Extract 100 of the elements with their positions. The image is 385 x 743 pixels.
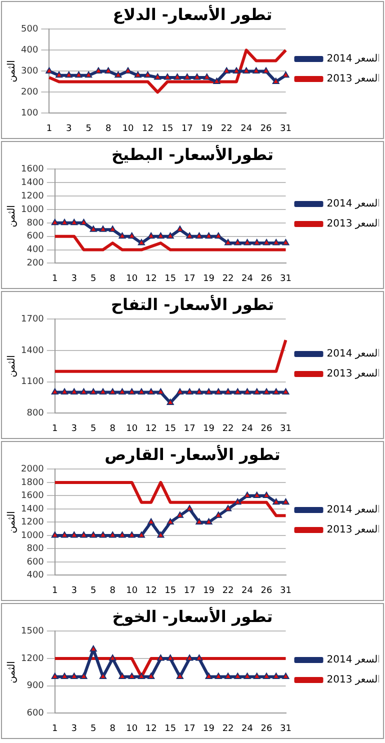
y-axis-title: الثمن — [6, 661, 18, 684]
point — [184, 74, 191, 80]
point — [224, 239, 232, 246]
point — [99, 672, 107, 680]
chart-title: تطور الأسعار- الدلاع — [112, 4, 272, 24]
x-tick-label: 22 — [222, 274, 234, 284]
point — [196, 518, 203, 524]
point — [56, 71, 63, 78]
x-tick-label: 1 — [46, 124, 52, 134]
x-tick-label: 3 — [66, 124, 72, 134]
x-tick-label: 26 — [260, 274, 273, 284]
x-tick-label: 5 — [86, 124, 92, 134]
x-tick-label: 22 — [222, 586, 234, 596]
y-tick-label: 1400 — [21, 346, 44, 356]
point — [90, 531, 97, 538]
y-tick-label: 200 — [26, 258, 44, 269]
x-tick-label: 8 — [110, 586, 116, 596]
y-tick-label: 100 — [20, 108, 38, 119]
point — [252, 67, 260, 74]
x-tick-label: 15 — [164, 586, 176, 596]
point — [253, 672, 260, 680]
point — [282, 71, 290, 78]
x-tick-label: 22 — [222, 724, 234, 734]
point — [272, 672, 280, 680]
y-axis-title: الثمن — [6, 205, 18, 228]
point — [166, 518, 174, 524]
point — [232, 67, 240, 74]
point — [234, 672, 242, 680]
y-tick-label: 400 — [26, 245, 44, 256]
x-tick-label: 31 — [280, 424, 292, 434]
point — [128, 672, 136, 680]
point — [203, 74, 210, 80]
point — [134, 71, 142, 78]
x-tick-label: 31 — [280, 274, 292, 284]
point — [242, 67, 250, 74]
x-tick-label: 24 — [242, 586, 254, 596]
x-tick-label: 26 — [260, 124, 272, 134]
x-tick-label: 1 — [52, 724, 58, 734]
y-axis-title: الثمن — [6, 60, 18, 82]
x-tick-label: 1 — [52, 274, 58, 284]
y-tick-label: 2000 — [21, 464, 44, 475]
point — [60, 672, 68, 680]
point — [253, 492, 260, 498]
point — [118, 531, 126, 538]
point — [99, 226, 107, 232]
point — [60, 218, 68, 226]
x-tick-label: 8 — [110, 274, 116, 284]
x-tick-label: 15 — [164, 724, 176, 734]
y-tick-label: 1100 — [21, 377, 44, 388]
point — [148, 518, 155, 524]
x-tick-label: 17 — [181, 124, 193, 134]
point — [154, 74, 162, 80]
point — [176, 512, 184, 518]
x-tick-label: 10 — [126, 424, 138, 434]
y-tick-label: 1600 — [21, 491, 44, 502]
x-tick-label: 8 — [110, 424, 116, 434]
y-tick-label: 1000 — [21, 530, 44, 541]
point — [104, 67, 112, 74]
point — [99, 531, 107, 538]
x-tick-label: 12 — [142, 124, 154, 134]
y-tick-label: 600 — [26, 708, 44, 719]
x-tick-label: 22 — [222, 424, 234, 434]
x-tick-label: 8 — [110, 724, 116, 734]
point — [196, 232, 203, 239]
point — [244, 492, 251, 498]
point — [214, 232, 222, 239]
x-tick-label: 31 — [280, 124, 292, 134]
point — [148, 672, 155, 680]
point — [80, 672, 88, 680]
x-tick-label: 12 — [145, 586, 157, 596]
point — [164, 74, 171, 80]
x-tick-label: 15 — [162, 124, 174, 134]
chart-title: تطورالأسعار- البطيخ — [111, 144, 274, 164]
x-tick-label: 24 — [240, 124, 252, 134]
point — [272, 239, 280, 246]
point — [109, 654, 116, 661]
point — [128, 232, 136, 239]
point — [186, 654, 194, 661]
x-tick-label: 24 — [242, 424, 254, 434]
x-tick-label: 5 — [90, 586, 96, 596]
x-tick-label: 1 — [52, 424, 58, 434]
x-tick-label: 3 — [71, 274, 78, 284]
x-tick-label: 15 — [164, 424, 176, 434]
point — [223, 67, 230, 74]
x-tick-label: 8 — [105, 124, 112, 134]
point — [157, 531, 164, 538]
y-tick-label: 900 — [26, 681, 44, 692]
x-tick-label: 5 — [90, 274, 96, 284]
y-tick-label: 800 — [26, 544, 44, 554]
y-tick-label: 1200 — [21, 654, 44, 664]
x-tick-label: 17 — [184, 274, 196, 284]
x-tick-label: 5 — [90, 424, 96, 434]
x-tick-label: 24 — [242, 724, 254, 734]
x-tick-label: 17 — [184, 724, 196, 734]
x-tick-label: 10 — [126, 586, 138, 596]
y-tick-label: 1200 — [21, 518, 44, 528]
x-tick-label: 3 — [71, 724, 78, 734]
y-tick-label: 600 — [26, 232, 44, 242]
y-tick-label: 1800 — [21, 478, 44, 488]
x-tick-label: 26 — [260, 424, 273, 434]
